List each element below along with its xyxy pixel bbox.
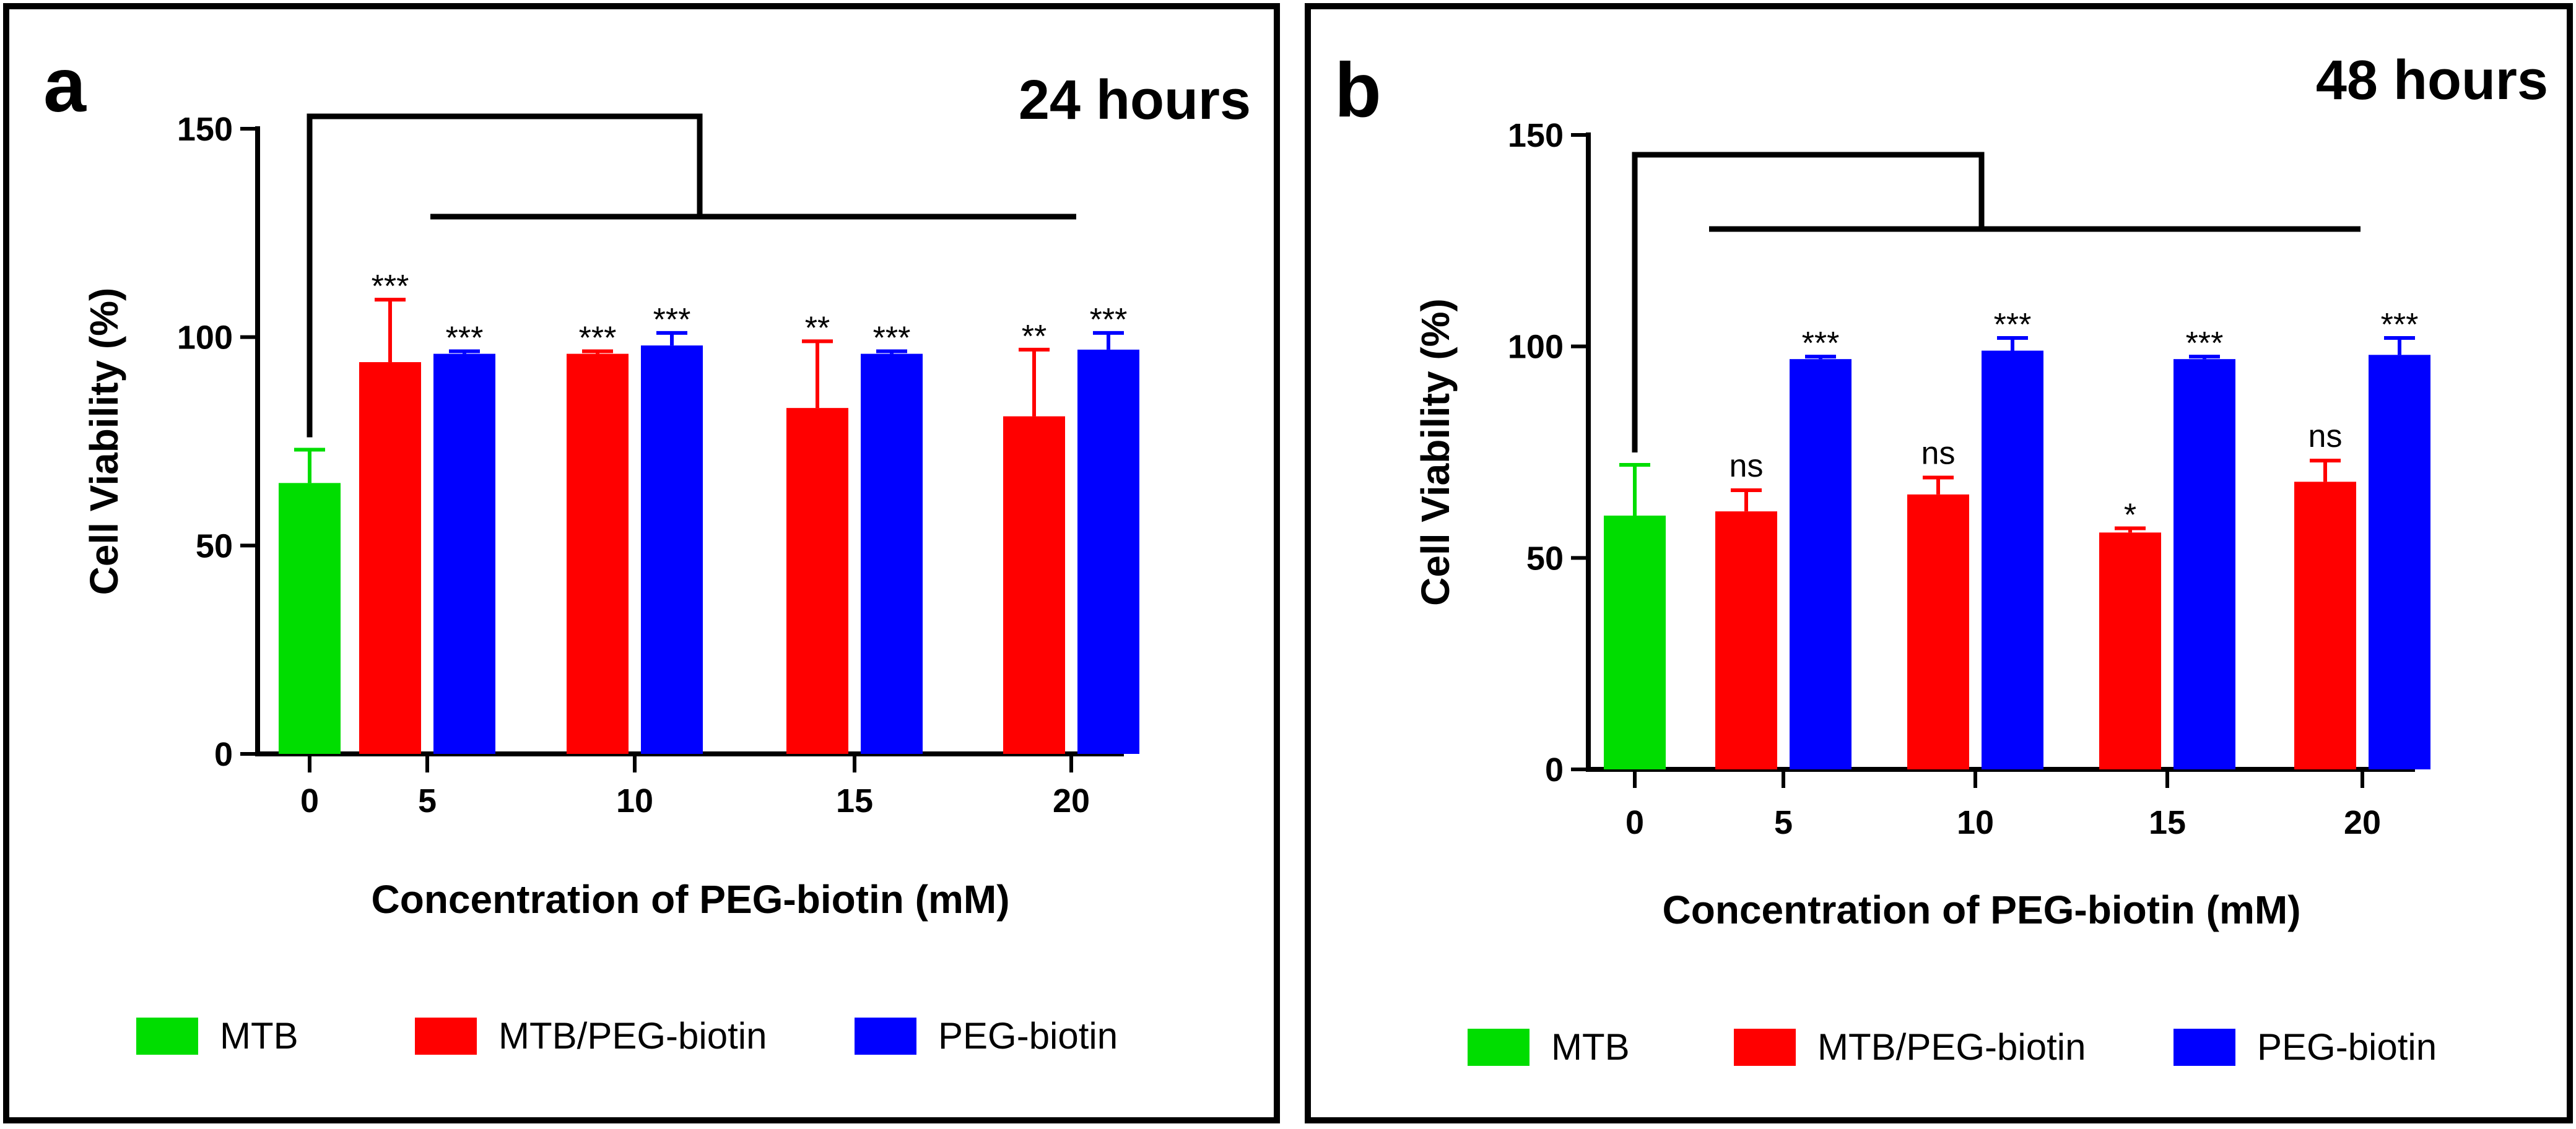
- significance-label: ***: [2186, 326, 2224, 361]
- bar-a-mtb-0: [279, 483, 341, 754]
- bar-a-mtb-peg-biotin-15: [786, 408, 848, 754]
- bar-b-peg-biotin-10: [1982, 350, 2043, 769]
- x-tick-label: 20: [2344, 804, 2381, 841]
- legend-label-mtb-peg-biotin: MTB/PEG-biotin: [1817, 1026, 2086, 1068]
- significance-label: ***: [446, 321, 484, 357]
- bar-a-mtb-peg-biotin-10: [567, 353, 629, 754]
- legend-label-mtb: MTB: [220, 1015, 298, 1057]
- x-tick-label: 15: [836, 782, 873, 820]
- significance-label: ns: [2308, 418, 2343, 454]
- legend-swatch-mtb-peg-biotin: [1734, 1029, 1796, 1066]
- legend-swatch-peg-biotin: [2174, 1029, 2235, 1066]
- y-tick-label: 150: [177, 111, 233, 148]
- panel-b-legend: MTB MTB/PEG-biotin PEG-biotin: [1468, 1026, 2437, 1068]
- bar-a-mtb-peg-biotin-5: [359, 362, 421, 754]
- panel-b-title: 48 hours: [2316, 50, 2548, 111]
- comparison-bracket-stem: [1632, 152, 1985, 452]
- x-tick-label: 15: [2149, 804, 2186, 841]
- legend-label-peg-biotin: PEG-biotin: [2257, 1026, 2437, 1068]
- legend-swatch-peg-biotin: [855, 1018, 916, 1055]
- y-tick-label: 0: [1545, 751, 1564, 789]
- significance-label: ***: [1802, 326, 1840, 361]
- x-tick-label: 20: [1053, 782, 1090, 820]
- x-axis-title-a: Concentration of PEG-biotin (mM): [372, 877, 1010, 922]
- x-tick-label: 5: [418, 782, 437, 820]
- bar-b-mtb-peg-biotin-10: [1907, 494, 1969, 769]
- y-axis-title-b: Cell Viability (%): [1413, 298, 1458, 606]
- significance-label: *: [2124, 498, 2136, 534]
- legend-label-peg-biotin: PEG-biotin: [938, 1015, 1118, 1057]
- x-tick-label: 10: [616, 782, 653, 820]
- comparison-bracket-stem: [307, 113, 703, 438]
- y-tick-label: 50: [1526, 540, 1564, 577]
- y-tick-label: 100: [1508, 329, 1564, 366]
- significance-label: ***: [1994, 307, 2032, 343]
- significance-label: ***: [1090, 302, 1128, 338]
- panel-a-legend: MTB MTB/PEG-biotin PEG-biotin: [136, 1015, 1118, 1057]
- bar-b-peg-biotin-20: [2369, 355, 2430, 769]
- x-axis-title-b: Concentration of PEG-biotin (mM): [1663, 888, 2301, 932]
- bar-b-peg-biotin-5: [1790, 359, 1852, 769]
- significance-label: ***: [653, 302, 691, 338]
- significance-label: ***: [372, 269, 409, 305]
- y-axis-title-a: Cell Viability (%): [82, 288, 126, 595]
- x-tick-label: 10: [1957, 804, 1994, 841]
- significance-label: **: [805, 310, 830, 346]
- bar-a-peg-biotin-20: [1077, 349, 1139, 754]
- significance-label: ***: [579, 321, 617, 357]
- x-tick-label: 5: [1774, 804, 1793, 841]
- significance-label: **: [1022, 319, 1046, 355]
- panel-a-letter: a: [43, 43, 87, 128]
- y-tick-label: 0: [214, 736, 233, 773]
- panel-b-letter: b: [1334, 48, 1382, 133]
- panel-a: a 24 hours 0 50 100 150 0 5 10 15 20 Concentratio…: [3, 3, 1280, 1123]
- panel-a-title: 24 hours: [1019, 69, 1251, 131]
- significance-label: ns: [1921, 436, 1956, 472]
- panel-a-plot: 0 50 100 150 0 5 10 15 20 Concentration of PEG-bi…: [82, 111, 1139, 922]
- bar-b-mtb-peg-biotin-5: [1715, 511, 1777, 769]
- bar-b-mtb-0: [1604, 516, 1666, 769]
- bar-a-peg-biotin-10: [641, 345, 703, 754]
- bar-b-mtb-peg-biotin-20: [2294, 482, 2356, 769]
- legend-swatch-mtb-peg-biotin: [415, 1018, 477, 1055]
- bar-a-peg-biotin-15: [861, 353, 923, 754]
- bar-b-peg-biotin-15: [2174, 359, 2235, 769]
- panel-b-plot: 0 50 100 150 0 5 10 15 20 Concentration of PEG-bi…: [1413, 117, 2430, 932]
- legend-swatch-mtb: [1468, 1029, 1530, 1066]
- significance-label: ns: [1730, 448, 1764, 484]
- y-tick-label: 50: [196, 527, 233, 564]
- legend-swatch-mtb: [136, 1018, 198, 1055]
- panel-b: b 48 hours 0 50 100 150 0 5 10 15 20 Concentratio…: [1305, 3, 2573, 1123]
- y-tick-label: 150: [1508, 117, 1564, 154]
- y-tick-label: 100: [177, 319, 233, 357]
- bar-b-mtb-peg-biotin-15: [2099, 532, 2161, 769]
- bar-a-mtb-peg-biotin-20: [1003, 416, 1065, 754]
- legend-label-mtb: MTB: [1551, 1026, 1630, 1068]
- significance-label: ***: [873, 321, 911, 357]
- x-tick-label: 0: [1625, 804, 1644, 841]
- x-tick-label: 0: [300, 782, 319, 820]
- bar-a-peg-biotin-5: [433, 353, 495, 754]
- significance-label: ***: [2381, 307, 2419, 343]
- legend-label-mtb-peg-biotin: MTB/PEG-biotin: [498, 1015, 767, 1057]
